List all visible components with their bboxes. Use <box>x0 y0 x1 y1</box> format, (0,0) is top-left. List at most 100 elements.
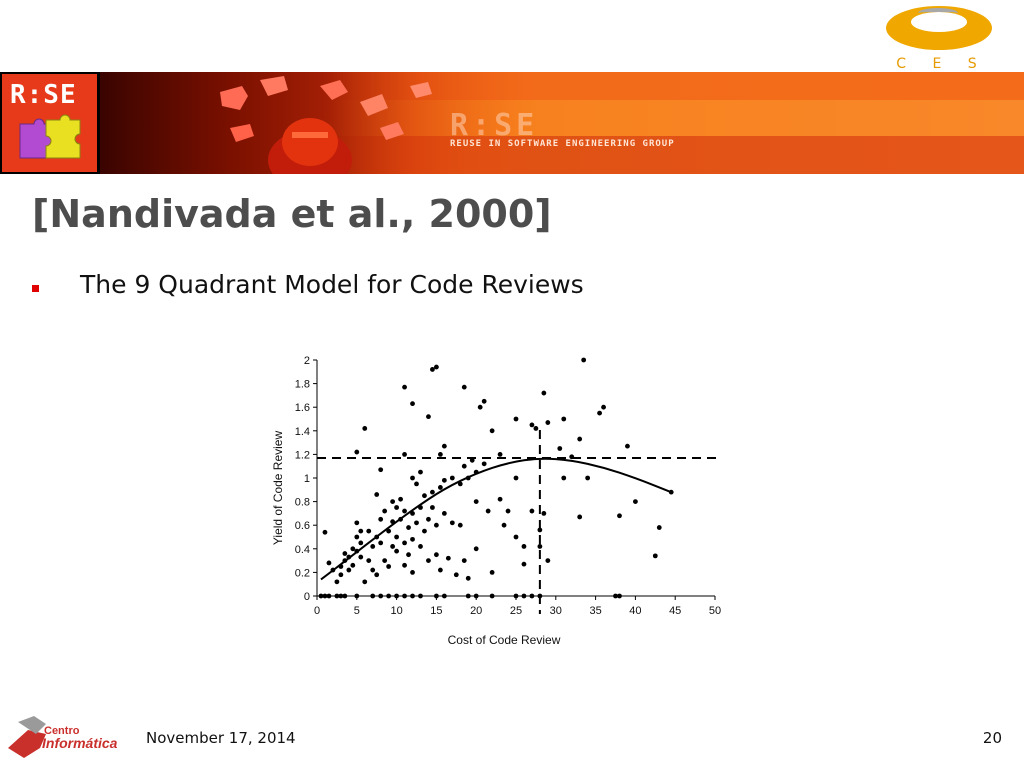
banner-band-top <box>330 72 1024 100</box>
data-point <box>402 562 407 568</box>
data-point <box>541 511 547 516</box>
puzzle-pieces-icon <box>19 114 81 159</box>
data-point <box>457 481 463 487</box>
data-point <box>410 536 415 542</box>
data-point <box>537 527 543 533</box>
data-point <box>394 505 399 510</box>
page-number: 20 <box>982 729 1002 747</box>
data-point <box>529 593 535 599</box>
data-point <box>410 475 415 481</box>
y-tick-label: 0.8 <box>295 497 310 509</box>
data-point <box>497 452 503 457</box>
data-point <box>465 575 471 581</box>
data-point <box>513 534 519 540</box>
data-point <box>501 522 507 528</box>
data-point <box>625 443 630 449</box>
data-point <box>430 489 435 495</box>
x-tick-label: 0 <box>314 605 320 617</box>
data-point <box>656 525 662 530</box>
data-point <box>497 496 503 502</box>
data-point <box>418 544 423 549</box>
x-tick-label: 35 <box>589 605 601 617</box>
data-point <box>378 540 384 546</box>
data-point <box>426 516 431 522</box>
data-point <box>445 555 451 561</box>
data-point <box>406 525 411 530</box>
data-point <box>434 364 439 370</box>
data-point <box>505 508 511 514</box>
data-point <box>434 522 439 528</box>
data-point <box>617 593 622 599</box>
x-tick-label: 30 <box>550 605 562 617</box>
data-point <box>461 463 467 469</box>
bullet-square-icon <box>32 285 39 292</box>
data-point <box>437 567 443 573</box>
x-tick-label: 25 <box>510 605 522 617</box>
data-point <box>322 529 328 535</box>
x-tick-label: 45 <box>669 605 681 617</box>
banner-subtitle: REUSE IN SOFTWARE ENGINEERING GROUP <box>450 139 675 149</box>
data-point <box>382 558 388 563</box>
data-point <box>366 558 372 563</box>
data-point <box>529 508 535 514</box>
data-point <box>342 551 348 556</box>
data-point <box>402 384 407 390</box>
data-point <box>390 499 396 504</box>
banner-puzzle-graphic <box>220 76 432 174</box>
data-point <box>322 593 328 599</box>
banner-band-middle <box>330 100 1024 136</box>
data-point <box>453 572 459 578</box>
data-point <box>410 401 415 407</box>
data-point <box>370 593 376 599</box>
data-point <box>386 528 392 534</box>
data-point <box>441 477 447 483</box>
data-point <box>374 572 380 578</box>
trend-curve <box>320 457 672 581</box>
y-axis-title: Yield of Code Review <box>271 431 285 546</box>
data-point <box>358 528 364 534</box>
cesar-logo: C E S A R <box>878 4 1004 88</box>
data-point <box>390 544 396 549</box>
data-point <box>362 426 368 431</box>
data-point <box>358 540 364 546</box>
data-point <box>561 416 567 422</box>
bullet-text: The 9 Quadrant Model for Code Reviews <box>80 270 584 299</box>
y-tick-label: 2 <box>304 355 310 367</box>
data-point <box>545 420 551 425</box>
data-point <box>461 558 467 563</box>
data-point <box>561 475 567 481</box>
scatter-chart-svg: 00.20.40.60.811.21.41.61.820 5 10 15 20 25 30 3… <box>271 355 721 647</box>
data-point <box>418 593 423 599</box>
x-tick-label: 5 <box>354 605 360 617</box>
data-point <box>473 499 479 504</box>
data-point <box>354 520 360 526</box>
data-point <box>342 593 348 599</box>
data-point <box>350 546 356 552</box>
data-point <box>378 467 384 473</box>
data-point <box>557 446 563 451</box>
data-point <box>633 499 638 504</box>
data-point <box>426 414 431 420</box>
data-point <box>513 593 519 599</box>
data-point <box>529 422 535 428</box>
data-point <box>354 593 360 599</box>
data-point <box>394 534 399 540</box>
data-point <box>437 452 443 457</box>
data-point <box>366 528 372 534</box>
data-point <box>613 593 618 599</box>
data-point <box>370 567 376 573</box>
data-point <box>338 572 344 578</box>
y-tick-label: 1.6 <box>295 402 310 414</box>
data-point <box>449 475 455 481</box>
data-point <box>441 511 447 516</box>
data-point <box>481 398 487 404</box>
data-point <box>334 579 340 585</box>
data-point <box>469 457 475 463</box>
footer-logo-line2: Informática <box>42 735 118 751</box>
data-point <box>449 520 455 526</box>
data-point <box>465 593 471 599</box>
x-tick-label: 50 <box>709 605 721 617</box>
data-point <box>521 544 527 549</box>
rise-banner: R:SE R:SE REUSE IN SOFTWARE ENGINEERING … <box>0 72 1024 174</box>
data-point <box>477 404 483 410</box>
